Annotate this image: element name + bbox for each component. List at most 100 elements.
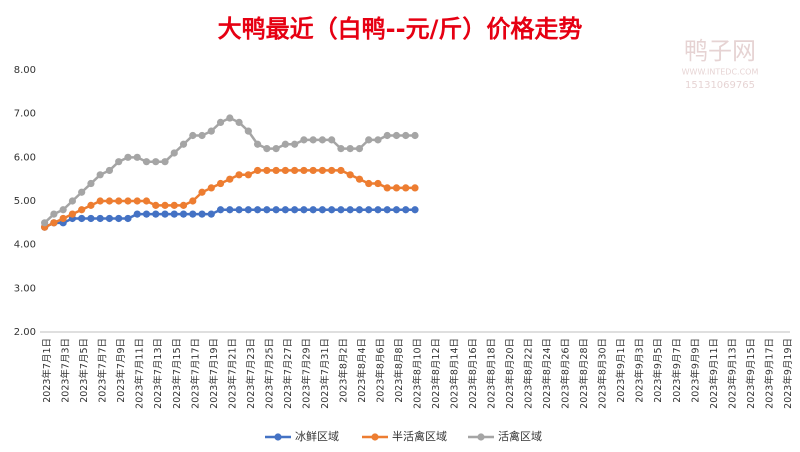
data-point	[68, 197, 77, 205]
data-point	[374, 206, 382, 214]
x-tick-label: 2023年8月26日	[560, 338, 572, 409]
data-point	[105, 166, 114, 175]
data-point	[281, 140, 289, 148]
data-point	[300, 166, 308, 175]
data-point	[78, 214, 86, 223]
data-point	[383, 131, 391, 140]
data-point	[235, 171, 243, 179]
data-point	[226, 206, 234, 214]
x-tick-label: 2023年8月4日	[356, 338, 368, 403]
x-tick-label: 2023年7月17日	[189, 338, 201, 409]
data-point	[198, 188, 206, 196]
data-point	[392, 206, 401, 214]
data-point	[87, 179, 95, 188]
y-tick-label: 4.00	[14, 240, 36, 251]
x-tick-label: 2023年7月5日	[78, 338, 90, 403]
data-point	[402, 206, 410, 214]
data-point	[216, 179, 225, 188]
data-point	[300, 136, 308, 144]
data-point	[272, 166, 280, 175]
data-point	[133, 153, 141, 161]
data-point	[152, 210, 160, 218]
data-point	[179, 140, 188, 148]
data-point	[281, 206, 289, 214]
watermark-phone: 15131069765	[685, 80, 755, 91]
data-point	[383, 206, 391, 214]
x-tick-label: 2023年8月30日	[597, 338, 609, 409]
x-tick-label: 2023年8月14日	[449, 338, 461, 409]
x-tick-label: 2023年8月8日	[393, 338, 405, 403]
x-tick-label: 2023年8月6日	[374, 338, 386, 403]
x-tick-label: 2023年8月10日	[412, 338, 424, 409]
legend-marker	[477, 433, 485, 441]
data-point	[68, 210, 77, 218]
data-point	[179, 201, 188, 209]
data-point	[318, 166, 327, 175]
watermark: 鸭子网 WWW.INTEDC.COM 15131069765	[682, 37, 759, 91]
y-tick-label: 2.00	[14, 327, 36, 338]
x-tick-label: 2023年7月15日	[171, 338, 183, 409]
y-tick-label: 6.00	[14, 152, 36, 163]
data-point	[216, 118, 225, 126]
data-point	[244, 206, 252, 214]
data-point	[235, 206, 243, 214]
x-tick-label: 2023年8月16日	[467, 338, 479, 409]
x-tick-label: 2023年9月3日	[634, 338, 646, 403]
data-point	[253, 206, 262, 214]
data-point	[291, 206, 299, 214]
data-point	[189, 131, 197, 140]
data-point	[96, 197, 104, 205]
data-point	[253, 140, 262, 148]
data-point	[78, 188, 86, 196]
x-tick-label: 2023年7月29日	[300, 338, 312, 409]
data-point	[328, 206, 336, 214]
x-tick-label: 2023年7月11日	[134, 338, 146, 409]
data-point	[142, 197, 151, 205]
data-point	[59, 214, 67, 223]
legend-label: 活禽区域	[498, 429, 542, 443]
data-point	[411, 131, 419, 140]
x-tick-label: 2023年8月18日	[486, 338, 498, 409]
data-point	[170, 210, 178, 218]
data-point	[235, 118, 243, 126]
x-tick-label: 2023年7月1日	[41, 338, 53, 403]
y-tick-label: 8.00	[14, 65, 36, 76]
data-point	[105, 197, 114, 205]
x-tick-label: 2023年7月7日	[97, 338, 109, 403]
data-point	[291, 166, 299, 175]
watermark-url: WWW.INTEDC.COM	[682, 68, 759, 77]
data-point	[328, 166, 336, 175]
data-point	[309, 136, 317, 144]
x-tick-label: 2023年7月25日	[263, 338, 275, 409]
data-point	[115, 214, 123, 223]
x-tick-label: 2023年9月9日	[689, 338, 701, 403]
data-point	[411, 206, 419, 214]
data-point	[365, 206, 373, 214]
data-point	[253, 166, 262, 175]
x-tick-label: 2023年8月12日	[430, 338, 442, 409]
x-tick-label: 2023年8月22日	[523, 338, 535, 409]
data-point	[365, 179, 373, 188]
x-tick-label: 2023年9月7日	[671, 338, 683, 403]
data-point	[263, 166, 271, 175]
data-point	[161, 210, 169, 218]
data-point	[244, 127, 252, 135]
data-point	[346, 206, 354, 214]
x-tick-label: 2023年9月5日	[652, 338, 664, 403]
data-point	[161, 158, 169, 166]
data-point	[392, 184, 401, 192]
data-point	[226, 114, 234, 122]
data-point	[133, 210, 141, 218]
y-tick-label: 5.00	[14, 196, 36, 207]
x-tick-label: 2023年7月19日	[208, 338, 220, 409]
x-tick-label: 2023年9月15日	[745, 338, 757, 409]
data-point	[355, 145, 364, 153]
data-point	[374, 136, 382, 144]
data-point	[207, 127, 215, 135]
data-point	[309, 166, 317, 175]
data-point	[189, 210, 197, 218]
data-point	[337, 206, 345, 214]
data-point	[59, 206, 67, 214]
y-tick-label: 3.00	[14, 283, 36, 294]
data-point	[142, 210, 151, 218]
